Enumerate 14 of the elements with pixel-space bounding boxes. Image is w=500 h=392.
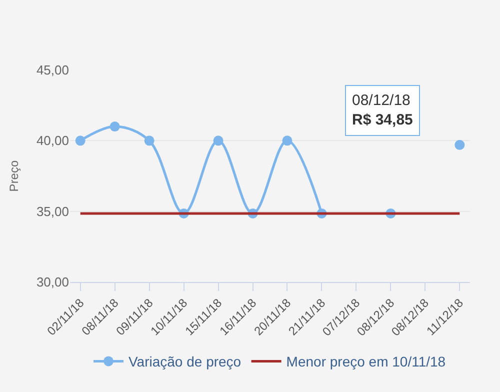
y-tick-label: 40,00 xyxy=(36,133,69,148)
y-tick-label: 45,00 xyxy=(36,62,69,78)
point xyxy=(454,140,465,150)
point xyxy=(144,136,154,146)
point xyxy=(213,136,224,146)
annotation: 08/12/18 R$ 34,85 xyxy=(352,92,413,128)
point xyxy=(75,136,86,146)
legend-label: Variação de preço xyxy=(128,354,242,370)
legend-label: Menor preço em 10/11/18 xyxy=(286,354,446,370)
point xyxy=(282,136,292,146)
y-tick-label: 30,00 xyxy=(36,274,69,290)
y-tick-label: 35,00 xyxy=(36,204,69,219)
point xyxy=(110,122,120,132)
y-axis-title: Preço xyxy=(6,160,21,192)
